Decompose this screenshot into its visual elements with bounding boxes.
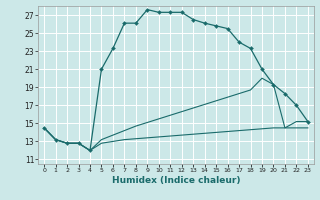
X-axis label: Humidex (Indice chaleur): Humidex (Indice chaleur) bbox=[112, 176, 240, 185]
